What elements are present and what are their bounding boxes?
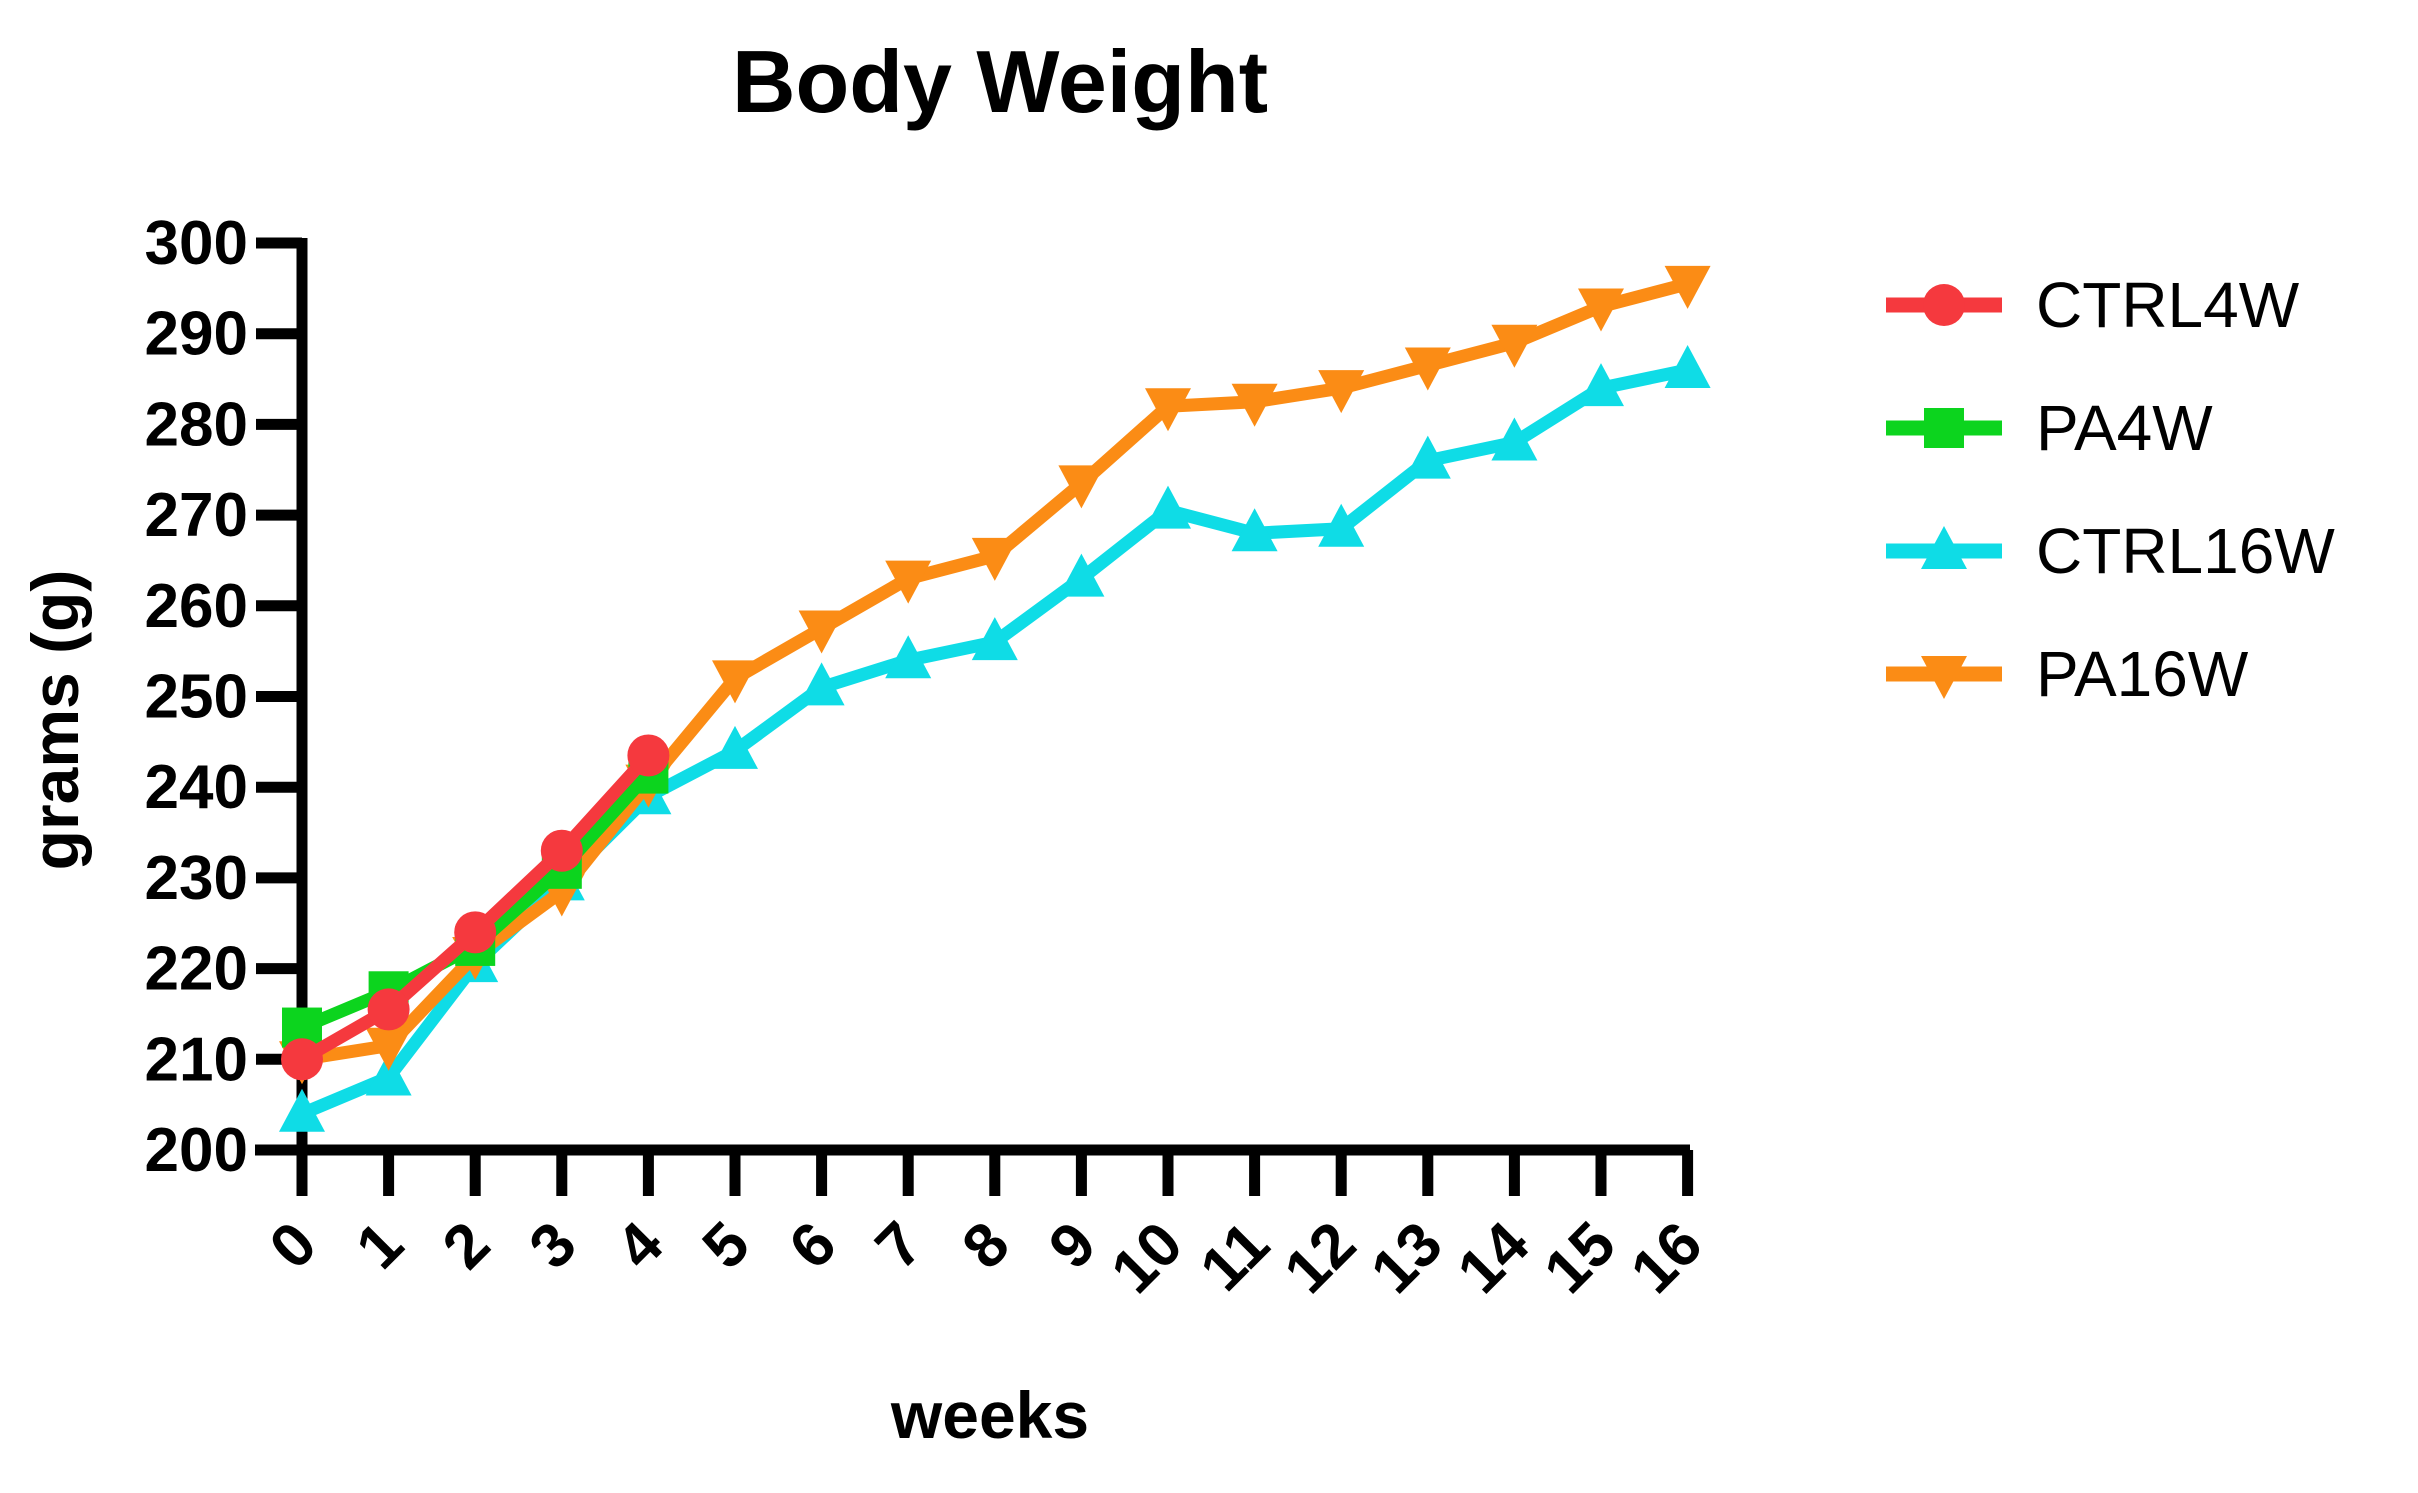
legend-item-pa4w (1886, 408, 2002, 448)
series-line-ctrl4w (298, 751, 654, 1065)
x-tick-label: 7 (863, 1209, 936, 1282)
triangle-up-marker-ctrl16w (1318, 503, 1365, 547)
legend-item-ctrl4w (1886, 284, 2002, 326)
x-tick-label: 4 (603, 1209, 677, 1283)
triangle-down-marker-pa16w (712, 660, 758, 704)
circle-marker-ctrl4w (281, 1038, 323, 1081)
triangle-down-marker-pa16w (1491, 324, 1538, 368)
legend-item-pa16w (1886, 656, 2002, 699)
legend-square-icon (1924, 408, 1964, 448)
x-tick-label: 3 (517, 1209, 590, 1282)
triangle-up-marker-ctrl16w (712, 725, 758, 769)
circle-marker-ctrl4w (540, 829, 583, 872)
x-tick-label: 12 (1272, 1209, 1370, 1307)
triangle-up-marker-ctrl16w (1145, 485, 1191, 529)
y-tick-label: 260 (145, 572, 248, 641)
page-title: Body Weight (732, 32, 1268, 131)
series-ctrl16w (279, 344, 1711, 1132)
y-tick-label: 240 (145, 753, 248, 822)
x-tick-label: 16 (1618, 1209, 1716, 1307)
series-line-pa16w (300, 277, 1690, 1066)
y-tick-label: 300 (145, 209, 248, 278)
triangle-down-marker-pa16w (1404, 347, 1451, 391)
x-tick-label: 6 (776, 1209, 849, 1282)
triangle-up-marker-ctrl16w (279, 1088, 325, 1132)
triangle-down-marker-pa16w (365, 1027, 412, 1071)
legend-circle-icon (1923, 284, 1965, 326)
legend: CTRL4W PA4W CTRL16W PA16W (1886, 269, 2335, 710)
triangle-up-marker-ctrl16w (1404, 435, 1451, 479)
y-tick-label: 250 (145, 663, 248, 732)
legend-label-pa4w: PA4W (2036, 392, 2213, 464)
circle-marker-ctrl4w (627, 734, 670, 777)
triangle-down-marker-pa16w (971, 537, 1018, 581)
triangle-down-marker-pa16w (1231, 383, 1278, 427)
triangle-up-marker-ctrl16w (971, 617, 1018, 661)
triangle-up-marker-ctrl16w (1058, 553, 1105, 597)
legend-label-ctrl16w: CTRL16W (2036, 515, 2335, 587)
x-tick-label: 5 (690, 1209, 763, 1282)
x-tick-label: 8 (950, 1209, 1023, 1282)
triangle-down-marker-pa16w (1664, 265, 1711, 309)
legend-triangle-down-icon (1921, 656, 1967, 699)
legend-label-ctrl4w: CTRL4W (2036, 269, 2300, 341)
x-tick-label: 13 (1358, 1209, 1456, 1307)
triangle-up-marker-ctrl16w (798, 662, 845, 706)
x-tick-label: 15 (1531, 1209, 1629, 1307)
triangle-up-marker-ctrl16w (885, 635, 932, 679)
triangle-up-marker-ctrl16w (1578, 363, 1624, 407)
y-tick-label: 200 (145, 1116, 248, 1185)
y-tick-labels: 300 290 280 270 260 250 240 230 220 210 200 (145, 209, 248, 1185)
y-tick-label: 280 (145, 390, 248, 459)
y-tick-label: 220 (145, 935, 248, 1004)
triangle-up-marker-ctrl16w (1664, 344, 1711, 388)
circle-marker-ctrl4w (454, 911, 497, 954)
x-tick-label: 10 (1098, 1209, 1196, 1307)
triangle-down-marker-pa16w (1145, 388, 1191, 432)
y-tick-label: 270 (145, 481, 248, 550)
x-tick-label: 9 (1036, 1209, 1109, 1282)
legend-swatches (1886, 284, 2002, 699)
x-axis-label: weeks (890, 1378, 1089, 1452)
triangle-up-marker-ctrl16w (1491, 417, 1538, 461)
triangle-down-marker-pa16w (1058, 465, 1105, 509)
triangle-down-marker-pa16w (798, 610, 845, 654)
triangle-down-marker-pa16w (885, 560, 932, 604)
triangle-up-marker-ctrl16w (1231, 508, 1278, 552)
triangle-up-marker-ctrl16w (365, 1052, 412, 1096)
plot-series (279, 265, 1711, 1132)
x-tick-label: 1 (343, 1209, 416, 1282)
legend-label-pa16w: PA16W (2036, 638, 2249, 710)
legend-item-ctrl16w (1886, 526, 2002, 569)
x-tick-label: 14 (1445, 1209, 1543, 1307)
legend-triangle-up-icon (1921, 526, 1967, 569)
x-tick-label: 0 (257, 1209, 330, 1282)
y-axis-label: grams (g) (18, 570, 92, 871)
y-tick-label: 230 (145, 844, 248, 913)
y-tick-label: 210 (145, 1025, 248, 1094)
x-tick-label: 2 (430, 1209, 503, 1282)
y-tick-label: 290 (145, 300, 248, 369)
triangle-down-marker-pa16w (1578, 288, 1624, 332)
x-tick-label: 11 (1187, 1209, 1282, 1304)
series-ctrl4w (281, 734, 670, 1081)
triangle-down-marker-pa16w (1318, 370, 1365, 414)
axes (255, 237, 1694, 1196)
circle-marker-ctrl4w (367, 988, 410, 1031)
series-line-ctrl16w (299, 363, 1689, 1120)
